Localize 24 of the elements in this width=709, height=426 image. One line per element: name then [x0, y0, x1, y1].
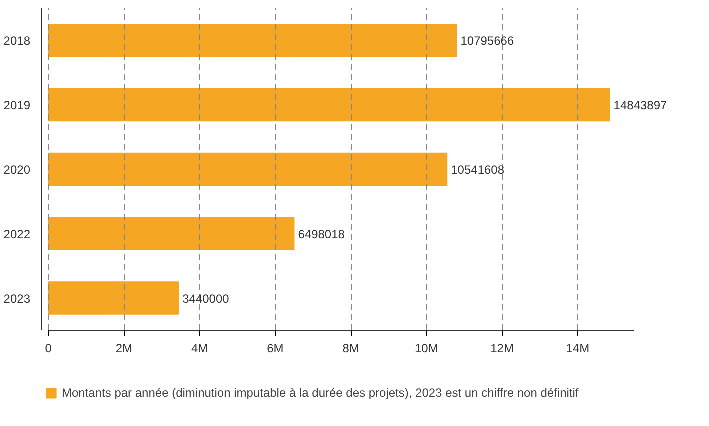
y-tick-label: 2022	[4, 227, 31, 242]
data-label: 14843897	[614, 98, 668, 113]
x-tick-label: 12M	[490, 341, 514, 356]
data-label: 6498018	[298, 227, 346, 242]
bar	[48, 282, 180, 315]
bar	[48, 217, 295, 250]
x-tick-label: 8M	[342, 341, 360, 356]
bar	[48, 24, 458, 58]
x-tick-label: 2M	[116, 341, 132, 356]
bar	[48, 152, 448, 186]
x-tick-label: 14M	[566, 341, 590, 356]
legend-label: Montants par année (diminution imputable à la durée des projets), 2023 est un chiffre non définitif	[62, 386, 579, 400]
y-tick-label: 2019	[4, 98, 31, 113]
y-tick-label: 2018	[4, 34, 31, 48]
data-label: 10795666	[460, 34, 514, 48]
data-label: 10541608	[451, 162, 505, 177]
x-tick-label: 6M	[267, 341, 284, 356]
y-tick-label: 2023	[4, 292, 31, 306]
data-label: 3440000	[182, 292, 230, 306]
x-tick-label: 10M	[414, 341, 438, 356]
y-tick-label: 2020	[4, 162, 31, 177]
bar	[48, 88, 610, 122]
x-tick-label: 4M	[191, 341, 208, 356]
x-tick-label: 0	[45, 341, 52, 356]
